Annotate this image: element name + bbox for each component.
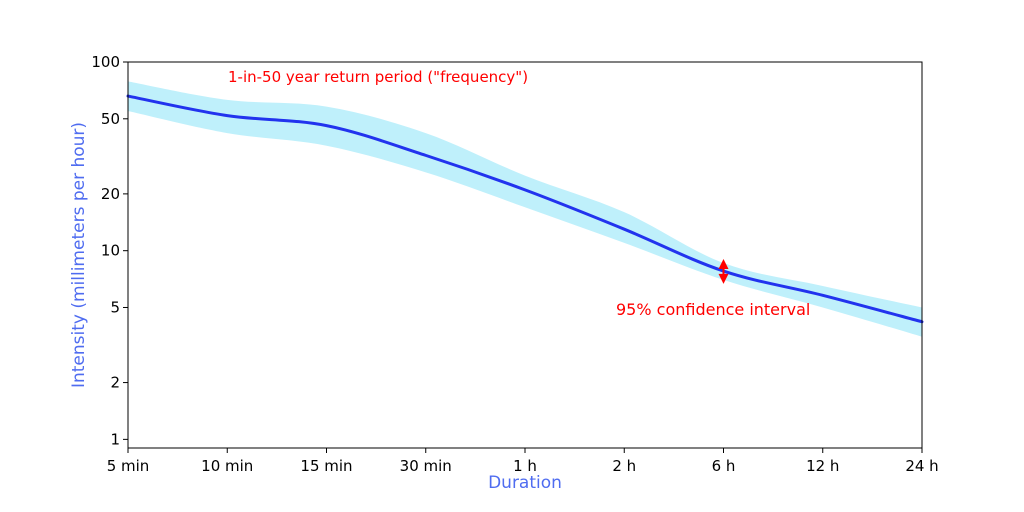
- x-tick-label: 5 min: [107, 457, 150, 475]
- ci-annotation: 95% confidence interval: [616, 300, 810, 319]
- frequency-annotation: 1-in-50 year return period ("frequency"): [228, 68, 528, 86]
- confidence-band: [128, 81, 922, 337]
- y-axis-title: Intensity (millimeters per hour): [69, 122, 89, 388]
- x-tick-label: 15 min: [300, 457, 352, 475]
- y-axis-ticks: 1 2 5 10 20 50 100: [91, 53, 128, 448]
- y-tick-label: 100: [91, 53, 120, 71]
- series-line-layer: [126, 94, 924, 324]
- x-tick-label: 1 h: [513, 457, 537, 475]
- y-tick-label: 50: [101, 110, 120, 128]
- ci-arrow-head-up: [718, 259, 729, 270]
- y-tick-label: 1: [110, 430, 120, 448]
- y-tick-label: 5: [110, 298, 120, 316]
- y-tick-label: 20: [101, 185, 120, 203]
- x-tick-label: 6 h: [712, 457, 736, 475]
- x-axis-ticks: 5 min 10 min 15 min 30 min 1 h 2 h 6 h 12 h 24 h: [107, 448, 939, 475]
- x-tick-label: 12 h: [806, 457, 839, 475]
- ci-arrow-head-down: [718, 273, 729, 284]
- x-axis-title: Duration: [488, 473, 562, 493]
- x-tick-label: 24 h: [905, 457, 938, 475]
- confidence-band-layer: [128, 81, 922, 337]
- x-tick-label: 2 h: [612, 457, 636, 475]
- series-line: [126, 94, 924, 324]
- ci-arrow: [718, 259, 729, 284]
- y-tick-label: 10: [101, 242, 120, 260]
- x-tick-label: 10 min: [201, 457, 253, 475]
- x-tick-label: 30 min: [400, 457, 452, 475]
- y-tick-label: 2: [110, 374, 120, 392]
